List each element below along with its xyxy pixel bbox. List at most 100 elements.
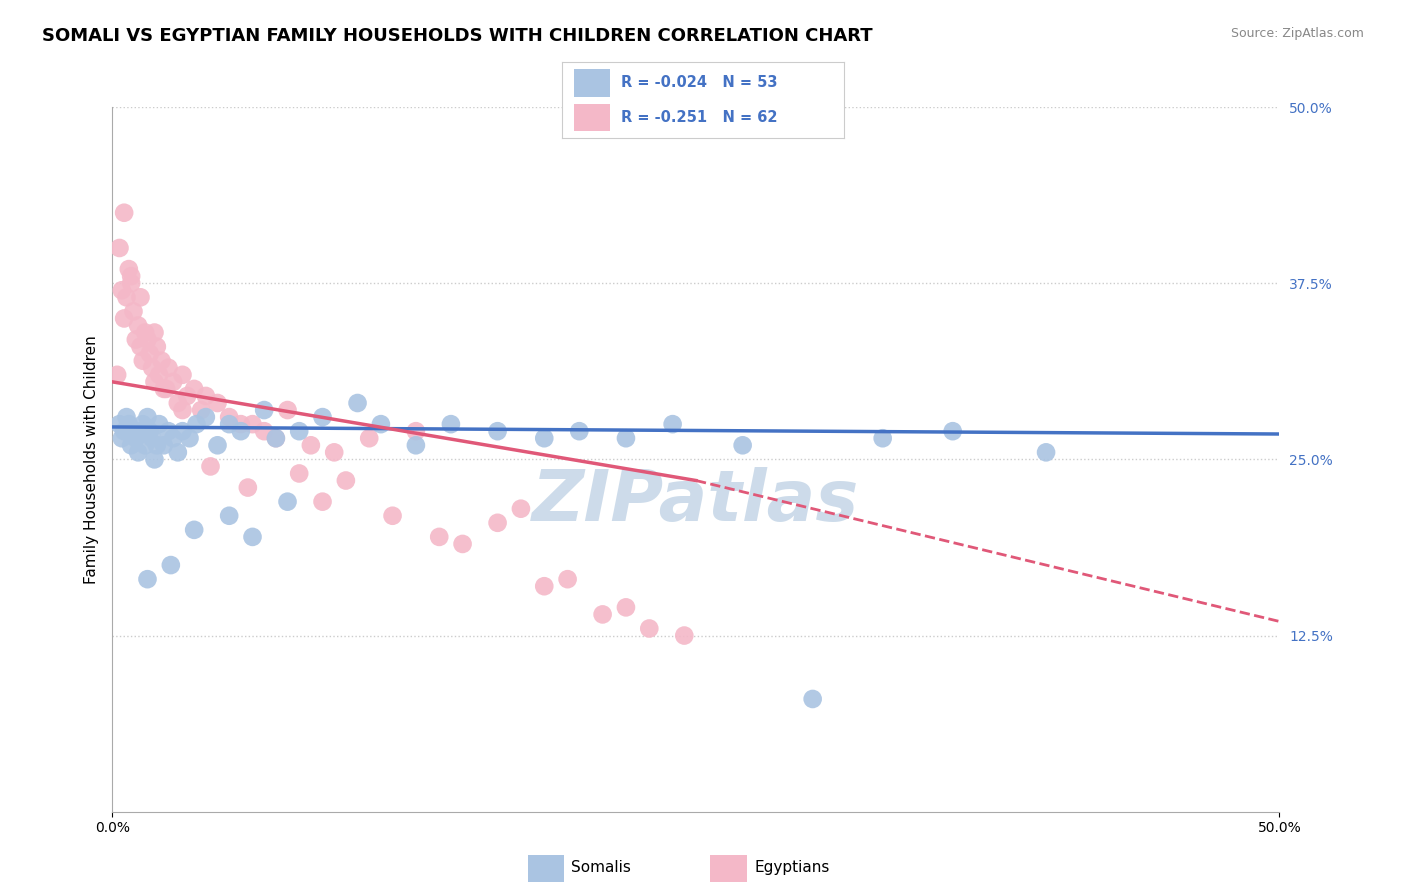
Point <box>276 494 298 508</box>
Point <box>218 410 240 425</box>
Point <box>218 417 240 431</box>
Bar <box>574 104 610 131</box>
Point <box>440 417 463 431</box>
Point <box>148 417 170 431</box>
Point <box>190 403 212 417</box>
Point <box>311 410 333 425</box>
Point <box>125 431 148 445</box>
Point <box>136 333 159 347</box>
Point <box>146 438 169 452</box>
Text: Source: ZipAtlas.com: Source: ZipAtlas.com <box>1230 27 1364 40</box>
Point <box>139 346 162 360</box>
Text: Somalis: Somalis <box>571 860 631 875</box>
Point <box>141 431 163 445</box>
Point <box>370 417 392 431</box>
Point <box>120 438 142 452</box>
Point <box>120 276 142 290</box>
Point <box>405 424 427 438</box>
Point <box>207 396 229 410</box>
Point <box>127 445 149 459</box>
Text: SOMALI VS EGYPTIAN FAMILY HOUSEHOLDS WITH CHILDREN CORRELATION CHART: SOMALI VS EGYPTIAN FAMILY HOUSEHOLDS WIT… <box>42 27 873 45</box>
Point <box>288 467 311 481</box>
Point <box>143 326 166 340</box>
Point <box>108 417 131 431</box>
Point <box>136 572 159 586</box>
Bar <box>710 855 747 881</box>
Point <box>150 353 173 368</box>
Point <box>122 304 145 318</box>
Point <box>533 579 555 593</box>
Point <box>614 600 637 615</box>
Point <box>533 431 555 445</box>
Point <box>509 501 531 516</box>
Point <box>143 375 166 389</box>
Point <box>381 508 404 523</box>
Point <box>132 353 155 368</box>
Point <box>129 424 152 438</box>
Point <box>557 572 579 586</box>
Point <box>141 360 163 375</box>
Point <box>132 417 155 431</box>
Point <box>162 375 184 389</box>
Point <box>125 333 148 347</box>
Point <box>218 508 240 523</box>
Point <box>162 431 184 445</box>
Point <box>139 424 162 438</box>
Point <box>276 403 298 417</box>
Point <box>253 403 276 417</box>
Point <box>153 382 176 396</box>
Point <box>194 389 217 403</box>
Point <box>153 438 176 452</box>
Point <box>127 318 149 333</box>
Point <box>108 241 131 255</box>
Point <box>323 445 346 459</box>
Point <box>335 474 357 488</box>
Point <box>183 382 205 396</box>
Point <box>120 269 142 284</box>
Point <box>229 417 252 431</box>
Point <box>638 622 661 636</box>
Point <box>673 628 696 642</box>
Y-axis label: Family Households with Children: Family Households with Children <box>83 335 98 583</box>
Point <box>160 558 183 573</box>
Point <box>115 290 138 304</box>
Point <box>346 396 368 410</box>
Point <box>146 340 169 354</box>
Point <box>186 417 208 431</box>
Point <box>157 424 180 438</box>
Point <box>451 537 474 551</box>
Point <box>661 417 683 431</box>
Point <box>179 431 201 445</box>
Point <box>872 431 894 445</box>
Point <box>311 494 333 508</box>
Point <box>264 431 287 445</box>
Point <box>253 424 276 438</box>
Point <box>592 607 614 622</box>
Point <box>111 431 134 445</box>
Point <box>172 368 194 382</box>
Point <box>359 431 381 445</box>
Point <box>288 424 311 438</box>
Point <box>111 283 134 297</box>
Point <box>405 438 427 452</box>
Point <box>427 530 450 544</box>
Point <box>568 424 591 438</box>
Text: R = -0.251   N = 62: R = -0.251 N = 62 <box>621 111 778 125</box>
Point <box>118 262 141 277</box>
Point <box>614 431 637 445</box>
Bar <box>527 855 564 881</box>
Point <box>134 438 156 452</box>
Point <box>242 417 264 431</box>
Point <box>172 403 194 417</box>
Point <box>112 311 135 326</box>
Point <box>166 445 188 459</box>
Point <box>157 360 180 375</box>
Point <box>801 692 824 706</box>
Point <box>122 424 145 438</box>
Text: Egyptians: Egyptians <box>754 860 830 875</box>
Point <box>112 205 135 219</box>
Point <box>183 523 205 537</box>
Point <box>129 290 152 304</box>
Text: R = -0.024   N = 53: R = -0.024 N = 53 <box>621 76 778 90</box>
Point <box>176 389 198 403</box>
